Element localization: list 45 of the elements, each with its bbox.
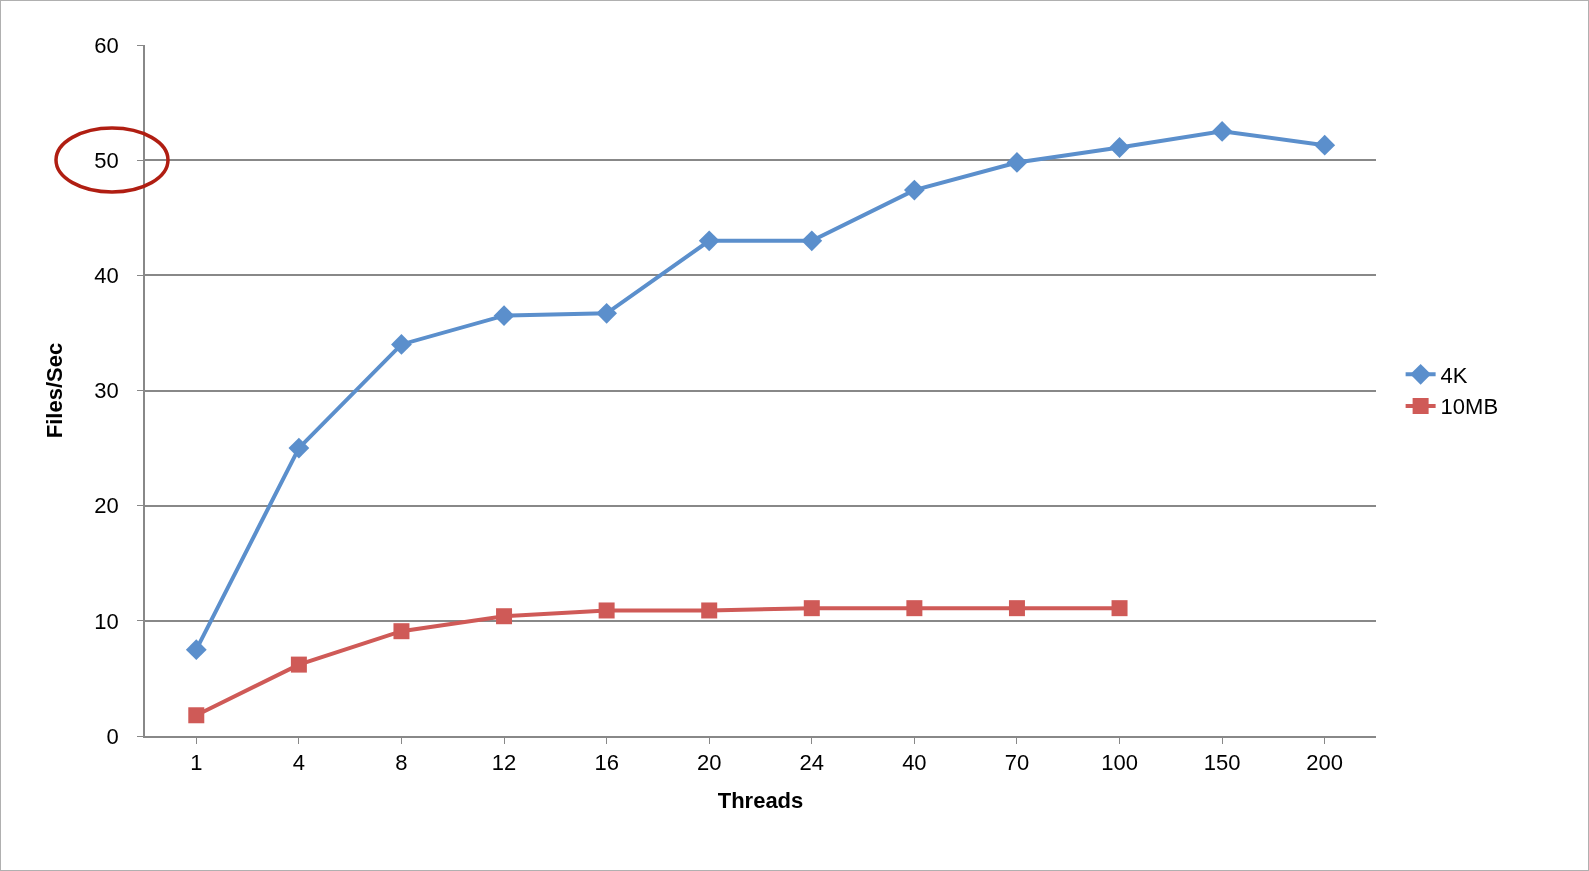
point <box>1008 600 1025 617</box>
x-tick-label: 200 <box>1306 750 1344 776</box>
point <box>1111 600 1128 617</box>
y-tick-label: 40 <box>94 263 119 289</box>
x-tick-label: 150 <box>1203 750 1241 776</box>
point <box>1314 134 1336 156</box>
x-tick-label: 8 <box>395 750 408 776</box>
y-tick-label: 30 <box>94 378 119 404</box>
x-tick-label: 40 <box>902 750 927 776</box>
x-tick-label: 100 <box>1101 750 1138 776</box>
point <box>493 305 515 327</box>
legend-label: 10MB <box>1440 394 1499 420</box>
point <box>1211 120 1233 142</box>
point <box>903 179 925 201</box>
point <box>496 608 513 625</box>
point <box>801 230 823 252</box>
point <box>288 437 310 459</box>
point <box>596 302 618 324</box>
point <box>701 602 718 619</box>
y-tick-label: 0 <box>106 723 119 749</box>
x-tick-label: 20 <box>696 750 722 776</box>
x-tick-label: 12 <box>491 750 517 776</box>
point <box>1109 137 1130 158</box>
y-axis-title: Files/Sec <box>41 342 67 439</box>
x-tick-label: 70 <box>1004 750 1030 776</box>
point <box>1006 152 1028 173</box>
x-tick-label: 24 <box>799 750 825 776</box>
point <box>290 656 307 673</box>
point <box>185 639 207 661</box>
x-tick-label: 4 <box>292 750 306 776</box>
y-tick-label: 60 <box>94 32 119 58</box>
point <box>391 334 412 355</box>
x-tick-label: 16 <box>594 750 619 776</box>
legend-label: 4K <box>1440 362 1468 388</box>
point <box>803 600 820 617</box>
y-tick-label: 10 <box>94 608 119 634</box>
y-tick-label: 50 <box>94 147 119 173</box>
x-axis-title: Threads <box>717 787 804 813</box>
point <box>598 602 615 619</box>
y-tick-label: 20 <box>94 493 119 519</box>
point <box>906 600 923 617</box>
point <box>698 230 720 252</box>
point <box>393 623 410 640</box>
x-tick-label: 1 <box>190 750 203 776</box>
point <box>188 707 205 724</box>
